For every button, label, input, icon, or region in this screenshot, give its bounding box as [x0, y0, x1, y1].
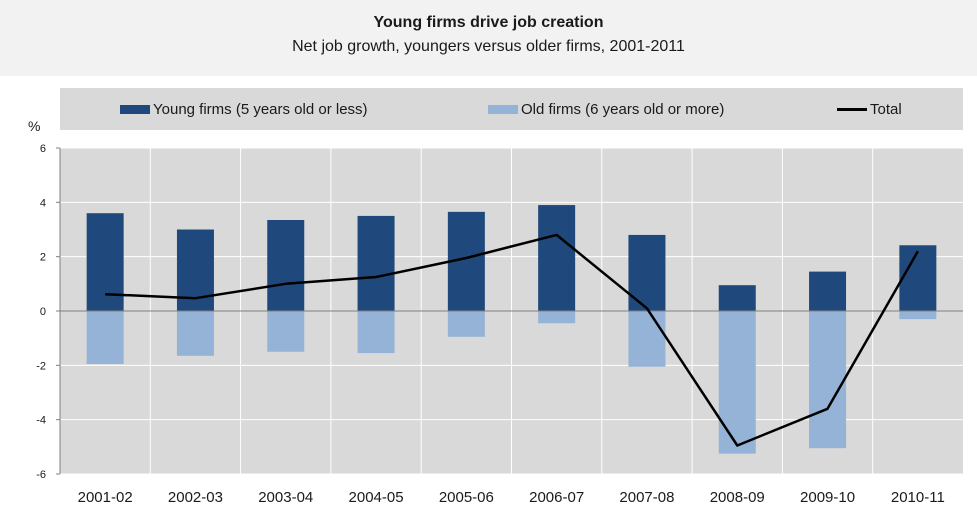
- bar-old-firms: [86, 311, 124, 364]
- bar-young-firms: [267, 219, 305, 311]
- x-tick-label: 2008-09: [710, 489, 765, 506]
- bar-young-firms: [899, 245, 937, 311]
- legend-label-old: Old firms (6 years old or more): [521, 100, 725, 118]
- x-tick-label: 2005-06: [439, 489, 494, 506]
- bar-old-firms: [447, 311, 485, 337]
- bar-young-firms: [357, 215, 395, 311]
- chart-header: Young firms drive job creation Net job g…: [0, 0, 977, 76]
- line-total: [105, 233, 919, 447]
- x-tick-label: 2007-08: [619, 489, 674, 506]
- bar-young-firms: [628, 234, 666, 311]
- y-axis-unit: %: [28, 118, 41, 134]
- bar-old-firms: [628, 311, 666, 367]
- legend-item-total: Total: [837, 88, 902, 130]
- bar-old-firms: [809, 311, 847, 449]
- bar-young-firms: [809, 271, 847, 311]
- y-tick-label: -4: [36, 415, 46, 427]
- x-tick-label: 2010-11: [891, 489, 945, 506]
- legend-swatch-total: [837, 107, 867, 111]
- y-tick-label: 6: [40, 143, 46, 155]
- chart-title: Young firms drive job creation: [373, 14, 604, 31]
- chart-subtitle: Net job growth, youngers versus older fi…: [292, 38, 685, 55]
- legend-swatch-young: [120, 104, 150, 114]
- bar-old-firms: [718, 311, 756, 454]
- bar-old-firms: [176, 311, 214, 356]
- legend-swatch-old: [488, 104, 518, 114]
- bar-young-firms: [718, 285, 756, 311]
- x-tick-label: 2003-04: [258, 489, 313, 506]
- legend-item-young: Young firms (5 years old or less): [120, 88, 368, 130]
- bar-young-firms: [86, 213, 124, 311]
- y-tick-label: -2: [36, 360, 46, 372]
- y-tick-label: -6: [36, 469, 46, 481]
- bar-old-firms: [899, 311, 937, 320]
- y-tick-label: 2: [40, 252, 46, 264]
- x-tick-label: 2004-05: [349, 489, 404, 506]
- bar-old-firms: [267, 311, 305, 352]
- legend-label-total: Total: [870, 100, 902, 118]
- x-tick-label: 2009-10: [800, 489, 855, 506]
- x-tick-label: 2002-03: [168, 489, 223, 506]
- y-tick-label: 0: [40, 306, 46, 318]
- x-tick-label: 2006-07: [529, 489, 584, 506]
- bar-old-firms: [538, 311, 576, 324]
- bar-young-firms: [538, 205, 576, 311]
- chart-legend: Young firms (5 years old or less) Old fi…: [60, 88, 963, 130]
- legend-item-old: Old firms (6 years old or more): [488, 88, 724, 130]
- x-tick-label: 2001-02: [78, 489, 133, 506]
- y-tick-label: 4: [40, 197, 46, 209]
- legend-label-young: Young firms (5 years old or less): [153, 100, 368, 118]
- bar-old-firms: [357, 311, 395, 354]
